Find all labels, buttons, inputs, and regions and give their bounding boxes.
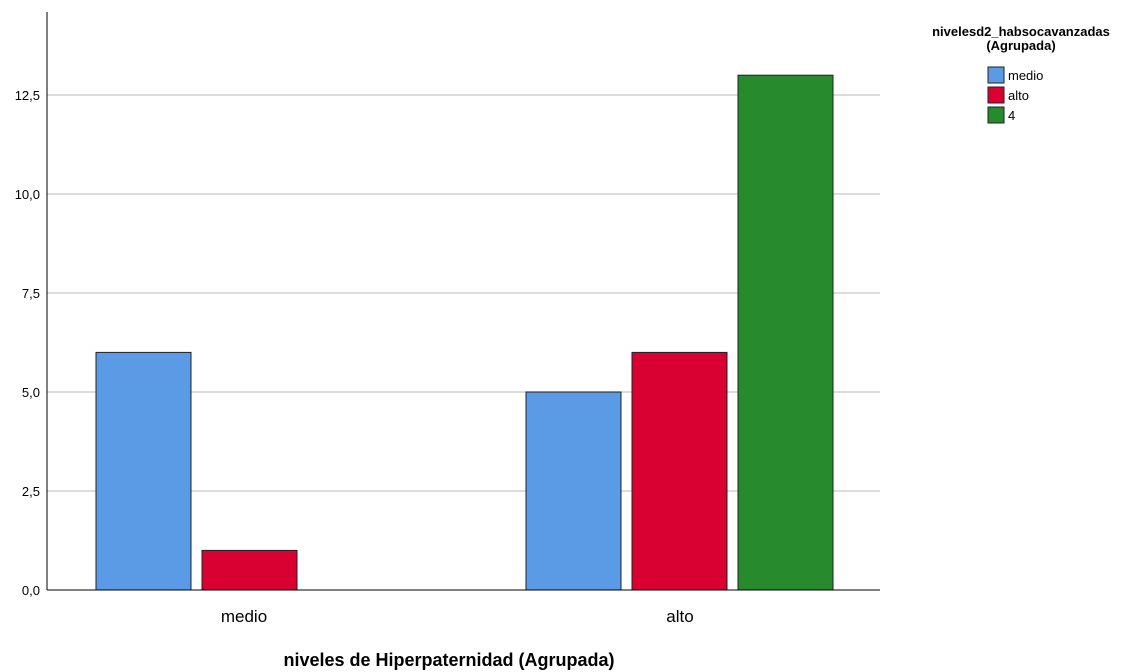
x-axis-title: niveles de Hiperpaternidad (Agrupada) [283, 650, 614, 670]
legend-swatch [987, 106, 1005, 124]
y-tick-label: 10,0 [15, 187, 40, 202]
legend-label: alto [1008, 88, 1029, 103]
y-tick-label: 7,5 [22, 286, 40, 301]
y-tick-labels: 0,0 2,5 5,0 7,5 10,0 12,5 [15, 88, 40, 598]
bar-alto-medio [525, 391, 622, 591]
legend-label: 4 [1008, 108, 1015, 123]
bar-medio-alto [201, 549, 298, 591]
x-category-labels: medio alto [221, 607, 694, 626]
bar-alto-4 [737, 74, 834, 591]
legend-title-line-2: (Agrupada) [986, 38, 1055, 53]
y-tick-label: 2,5 [22, 484, 40, 499]
y-tick-label: 12,5 [15, 88, 40, 103]
y-tick-label: 0,0 [22, 583, 40, 598]
bars [95, 74, 834, 591]
bar-medio-medio [95, 351, 192, 591]
x-category-label: alto [666, 607, 693, 626]
x-category-label: medio [221, 607, 267, 626]
legend-swatch [987, 86, 1005, 104]
legend-label: medio [1008, 68, 1043, 83]
bar-alto-alto [631, 351, 728, 591]
y-tick-label: 5,0 [22, 385, 40, 400]
legend: nivelesd2_habsocavanzadas (Agrupada) med… [932, 24, 1110, 124]
legend-title-line-1: nivelesd2_habsocavanzadas [932, 24, 1110, 39]
legend-swatch [987, 66, 1005, 84]
axes [46, 12, 880, 591]
legend-items: medio alto 4 [987, 66, 1043, 124]
